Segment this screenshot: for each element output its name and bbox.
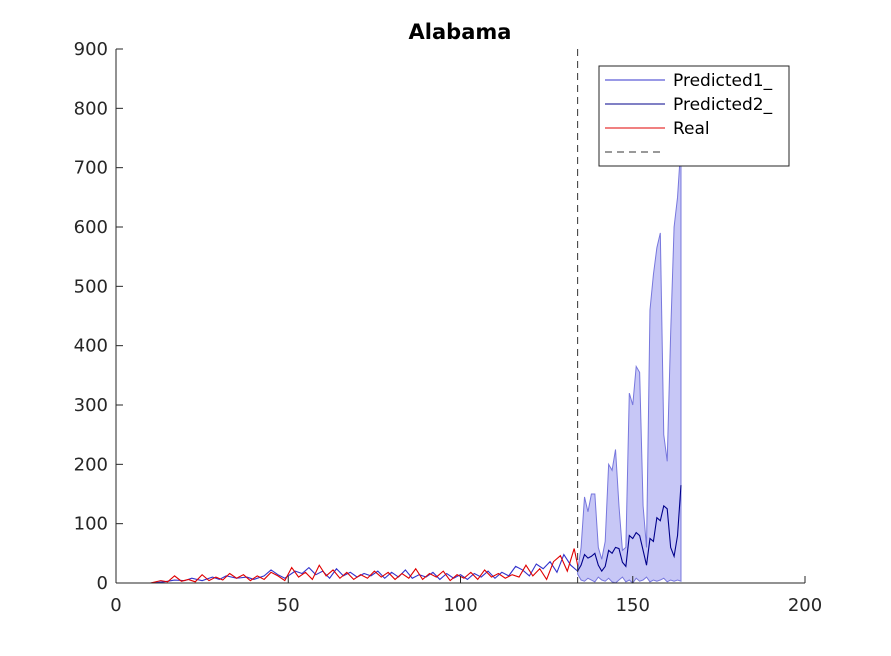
y-tick-label: 0 [97,573,108,594]
x-tick-label: 150 [616,595,650,616]
legend: Predicted1_ Predicted2_ Real [598,65,790,167]
y-tick-label: 400 [74,336,108,357]
plot-area [116,49,682,584]
legend-label: Predicted2_ [673,95,773,115]
confidence-band [577,143,682,584]
legend-label: Real [673,119,710,139]
y-tick-label: 500 [74,276,108,297]
y-tick-label: 600 [74,217,108,238]
y-tick-label: 700 [74,158,108,179]
x-tick-label: 100 [443,595,477,616]
series-line-2 [577,485,682,573]
x-tick-label: 200 [788,595,822,616]
x-tick-label: 0 [110,595,121,616]
chart-title: Alabama [409,20,512,44]
series-line-1 [116,553,578,584]
y-tick-label: 900 [74,39,108,60]
y-tick-label: 300 [74,395,108,416]
series-line-3 [116,548,579,584]
y-tick-label: 100 [74,514,108,535]
y-tick-label: 800 [74,98,108,119]
legend-box [598,65,790,167]
x-tick-label: 50 [277,595,300,616]
axes: 0 100 200 300 400 500 600 700 800 900 0 50 100 150 200 [74,39,823,616]
y-tick-label: 200 [74,454,108,475]
legend-label: Predicted1_ [673,71,773,91]
